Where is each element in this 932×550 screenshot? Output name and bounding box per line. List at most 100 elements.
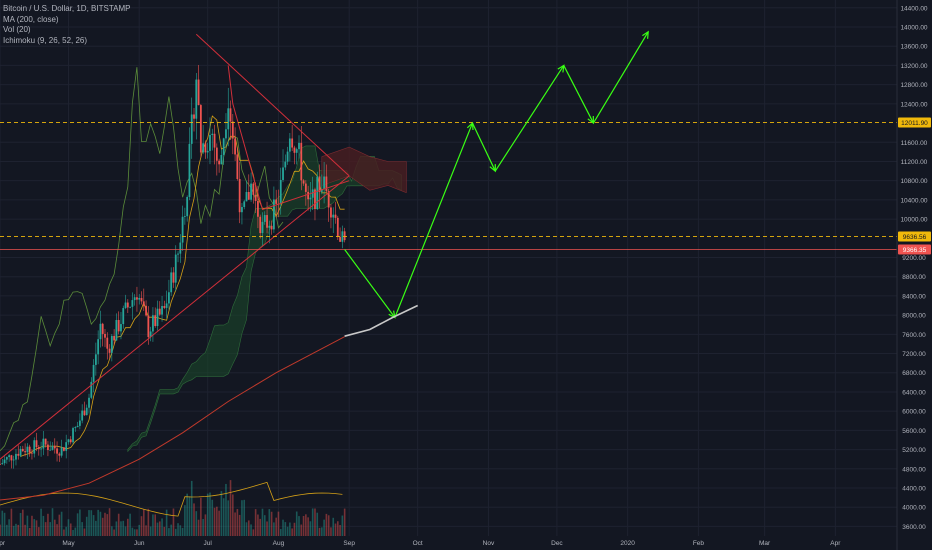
candle-body	[174, 254, 177, 283]
projection-arrowhead	[557, 64, 565, 73]
volume-bar	[158, 521, 161, 536]
volume-indicator-label[interactable]: Vol (20)	[3, 25, 31, 34]
ma-indicator-label[interactable]: MA (200, close)	[3, 14, 59, 24]
volume-bar	[131, 527, 134, 536]
candle-body	[115, 320, 118, 341]
candle-body	[234, 138, 236, 155]
volume-bar	[10, 508, 13, 536]
volume-bar	[181, 527, 184, 536]
candle-body	[288, 138, 291, 152]
candle-body	[293, 147, 296, 153]
volume-bar	[293, 522, 296, 536]
candle-body	[323, 176, 326, 190]
volume-bar	[300, 524, 303, 536]
volume-bar	[284, 522, 287, 536]
candle-body	[124, 302, 127, 309]
volume-bar	[327, 515, 330, 536]
volume-bar	[282, 519, 284, 536]
volume-bar	[179, 525, 182, 536]
time-tick-label: Jun	[134, 540, 145, 547]
candle-body	[53, 445, 56, 449]
price-tick-label: 8800.00	[902, 274, 926, 281]
volume-bar	[60, 511, 63, 536]
candle-body	[145, 305, 147, 316]
volume-bar	[332, 517, 335, 536]
candle-body	[136, 297, 138, 300]
volume-bar	[193, 503, 195, 536]
volume-bar	[51, 508, 54, 536]
candle-body	[170, 272, 173, 293]
candle-body	[270, 225, 273, 230]
volume-bar	[95, 520, 97, 536]
time-tick-label: Feb	[693, 540, 705, 547]
ichimoku-lagging-span	[0, 67, 284, 452]
volume-bar	[266, 521, 268, 536]
volume-bar	[138, 524, 141, 536]
price-label-text: 12011.90	[901, 120, 928, 127]
chart-legend: Bitcoin / U.S. Dollar, 1D, BITSTAMP MA (…	[3, 4, 130, 46]
volume-bar	[8, 519, 10, 536]
candle-body	[90, 381, 93, 398]
projection-segment	[394, 122, 474, 318]
time-axis[interactable]: Apr May Jun Jul Aug Sep Oct Nov Dec 2020 Feb Mar Apr	[0, 540, 841, 547]
volume-bar	[113, 529, 115, 536]
candle-body	[309, 197, 312, 200]
volume-bar	[206, 493, 209, 536]
candle-body	[168, 292, 170, 304]
candle-body	[206, 150, 209, 153]
candle-body	[307, 191, 310, 200]
projection-arrowhead	[642, 30, 649, 39]
price-axis[interactable]: 3600.00 4000.00 4400.00 4800.00 5200.00 5600.…	[896, 0, 932, 550]
ichimoku-cloud	[127, 145, 407, 453]
triangle-inner-line	[227, 65, 350, 211]
volume-bar	[165, 509, 168, 536]
candle-body	[83, 410, 86, 416]
volume-bar	[90, 510, 93, 536]
candle-body	[156, 308, 159, 327]
volume-bar	[188, 496, 191, 536]
volume-bar	[275, 517, 277, 536]
candle-body	[241, 207, 243, 213]
volume-bar	[289, 522, 291, 536]
volume-bar	[286, 526, 289, 536]
candle-body	[341, 231, 344, 242]
volume-bar	[243, 499, 246, 536]
candle-body	[316, 176, 319, 210]
volume-bar	[69, 523, 72, 536]
volume-bar	[33, 519, 36, 536]
volume-bar	[1, 510, 4, 536]
candle-body	[122, 308, 125, 325]
volume-bar	[42, 515, 45, 536]
volume-bar	[154, 514, 157, 536]
candle-body	[311, 189, 314, 198]
price-tick-label: 12800.00	[900, 82, 927, 89]
candle-body	[291, 138, 294, 148]
candle-body	[225, 129, 227, 139]
candle-body	[268, 225, 271, 228]
price-tick-label: 4000.00	[902, 505, 926, 512]
volume-bar	[190, 480, 193, 536]
candle-body	[19, 448, 22, 456]
volume-bar	[58, 514, 61, 536]
volume-bar	[232, 494, 234, 536]
volume-bar	[295, 511, 298, 536]
candle-body	[188, 143, 191, 197]
ichimoku-indicator-label[interactable]: Ichimoku (9, 26, 52, 26)	[3, 35, 88, 45]
volume-bar	[163, 526, 166, 536]
symbol-title[interactable]: Bitcoin / U.S. Dollar, 1D, BITSTAMP	[3, 4, 131, 13]
candle-body	[213, 133, 216, 148]
price-tick-label: 5200.00	[902, 447, 926, 454]
volume-bar	[22, 509, 24, 536]
candle-body	[275, 199, 278, 204]
candle-body	[220, 154, 223, 165]
volume-bar	[76, 513, 79, 536]
volume-bar	[298, 516, 300, 536]
candle-body	[1, 463, 4, 465]
volume-bar	[236, 509, 239, 536]
volume-bar	[222, 498, 225, 536]
volume-bar	[314, 508, 316, 536]
candle-body	[88, 397, 90, 408]
candle-body	[195, 79, 198, 119]
volume-bar	[172, 508, 175, 536]
